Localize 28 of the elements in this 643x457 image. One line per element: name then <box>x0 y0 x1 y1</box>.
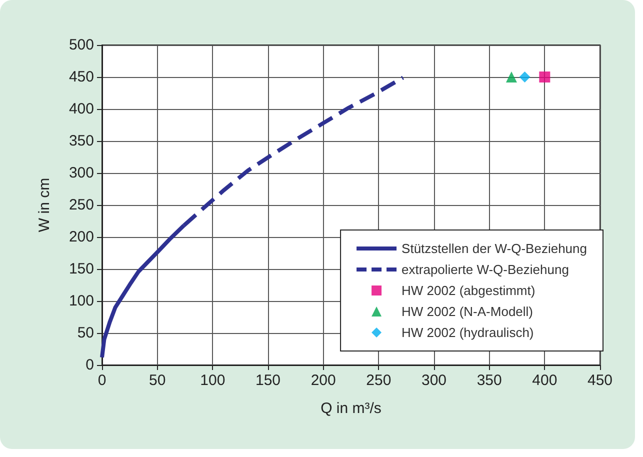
x-tick-label: 0 <box>98 372 106 389</box>
x-tick-label: 350 <box>476 372 502 389</box>
x-tick-label: 50 <box>148 372 166 389</box>
legend-label: HW 2002 (N-A-Modell) <box>402 304 534 319</box>
x-tick-label: 150 <box>255 372 281 389</box>
x-tick-label: 450 <box>587 372 613 389</box>
y-tick-label: 250 <box>68 196 94 214</box>
y-tick-label: 100 <box>68 292 94 310</box>
legend-label: HW 2002 (hydraulisch) <box>402 325 534 340</box>
x-tick-label: 250 <box>366 372 392 389</box>
y-tick-label: 500 <box>68 36 94 54</box>
y-tick-label: 150 <box>68 260 94 278</box>
x-tick-label: 100 <box>200 372 226 389</box>
x-tick-label: 300 <box>421 372 447 389</box>
legend-label: extrapolierte W-Q-Beziehung <box>402 262 569 277</box>
legend-label: Stützstellen der W-Q-Beziehung <box>402 241 588 256</box>
x-tick-label: 400 <box>532 372 558 389</box>
y-tick-label: 50 <box>77 324 94 342</box>
y-tick-label: 450 <box>68 68 94 86</box>
y-tick-label: 400 <box>68 100 94 118</box>
x-axis-title: Q in m³/s <box>320 400 382 417</box>
x-tick-label: 200 <box>310 372 336 389</box>
y-tick-label: 200 <box>68 228 94 246</box>
y-tick-label: 350 <box>68 132 94 150</box>
y-tick-label: 0 <box>86 356 94 374</box>
y-axis-title: W in cm <box>36 178 53 232</box>
y-tick-label: 300 <box>68 164 94 182</box>
legend-label: HW 2002 (abgestimmt) <box>402 283 536 298</box>
